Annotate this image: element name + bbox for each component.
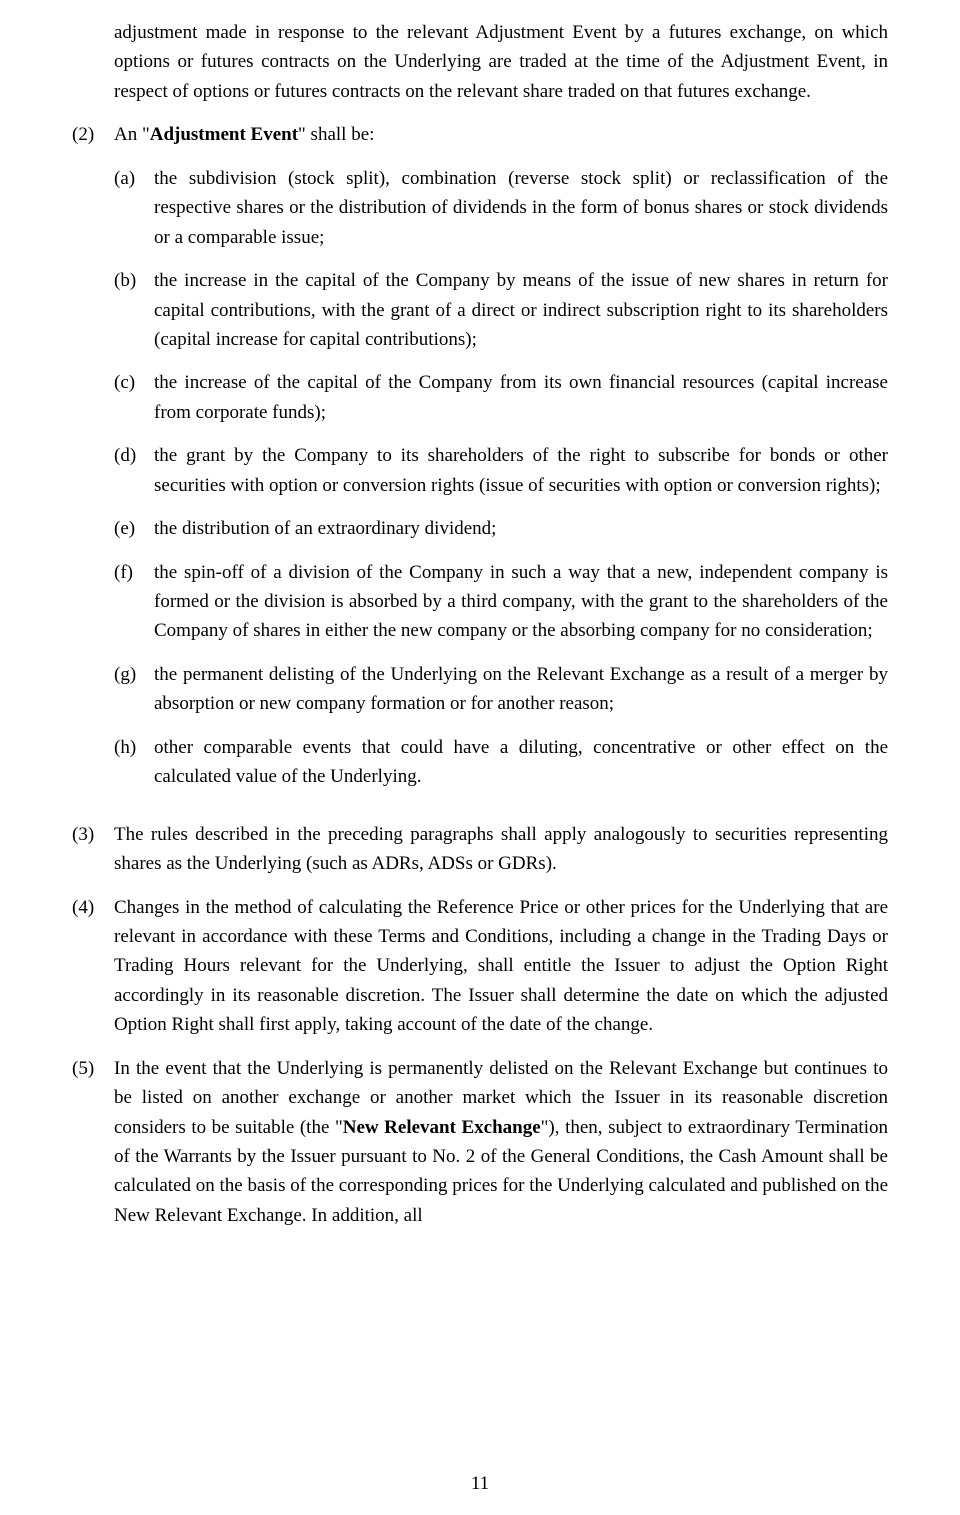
item-4-number: (4) [72,893,114,1040]
subitem-h-label: (h) [114,733,154,792]
subitem-a-text: the subdivision (stock split), combinati… [154,164,888,252]
subitem-b-text: the increase in the capital of the Compa… [154,266,888,354]
subitem-h-text: other comparable events that could have … [154,733,888,792]
item-5-bold: New Relevant Exchange [343,1117,541,1138]
item-4: (4) Changes in the method of calculating… [72,893,888,1040]
item-5: (5) In the event that the Underlying is … [72,1054,888,1231]
subitem-b-label: (b) [114,266,154,354]
subitem-c: (c) the increase of the capital of the C… [114,368,888,427]
item-2-intro-pre: An " [114,124,150,145]
subitem-d: (d) the grant by the Company to its shar… [114,441,888,500]
subitem-c-text: the increase of the capital of the Compa… [154,368,888,427]
subitem-d-label: (d) [114,441,154,500]
item-3-text: The rules described in the preceding par… [114,820,888,879]
subitem-f-label: (f) [114,558,154,646]
item-2-intro-post: " shall be: [298,124,374,145]
item-5-text: In the event that the Underlying is perm… [114,1054,888,1231]
subitem-a-label: (a) [114,164,154,252]
subitem-e-label: (e) [114,514,154,543]
subitem-e-text: the distribution of an extraordinary div… [154,514,888,543]
item-2-intro: An "Adjustment Event" shall be: [114,120,888,149]
subitem-g-text: the permanent delisting of the Underlyin… [154,660,888,719]
subitem-d-text: the grant by the Company to its sharehol… [154,441,888,500]
item-2: (2) An "Adjustment Event" shall be: (a) … [72,120,888,805]
subitem-b: (b) the increase in the capital of the C… [114,266,888,354]
subitem-f-text: the spin-off of a division of the Compan… [154,558,888,646]
item-3: (3) The rules described in the preceding… [72,820,888,879]
item-4-text: Changes in the method of calculating the… [114,893,888,1040]
page-number: 11 [0,1473,960,1495]
subitem-e: (e) the distribution of an extraordinary… [114,514,888,543]
item-2-intro-bold: Adjustment Event [150,124,298,145]
subitem-g: (g) the permanent delisting of the Under… [114,660,888,719]
subitem-h: (h) other comparable events that could h… [114,733,888,792]
item1-continuation: adjustment made in response to the relev… [114,18,888,106]
item-2-number: (2) [72,120,114,805]
subitem-f: (f) the spin-off of a division of the Co… [114,558,888,646]
subitem-c-label: (c) [114,368,154,427]
item-5-number: (5) [72,1054,114,1231]
subitem-g-label: (g) [114,660,154,719]
item-3-number: (3) [72,820,114,879]
subitem-a: (a) the subdivision (stock split), combi… [114,164,888,252]
document-page: adjustment made in response to the relev… [0,0,960,1515]
